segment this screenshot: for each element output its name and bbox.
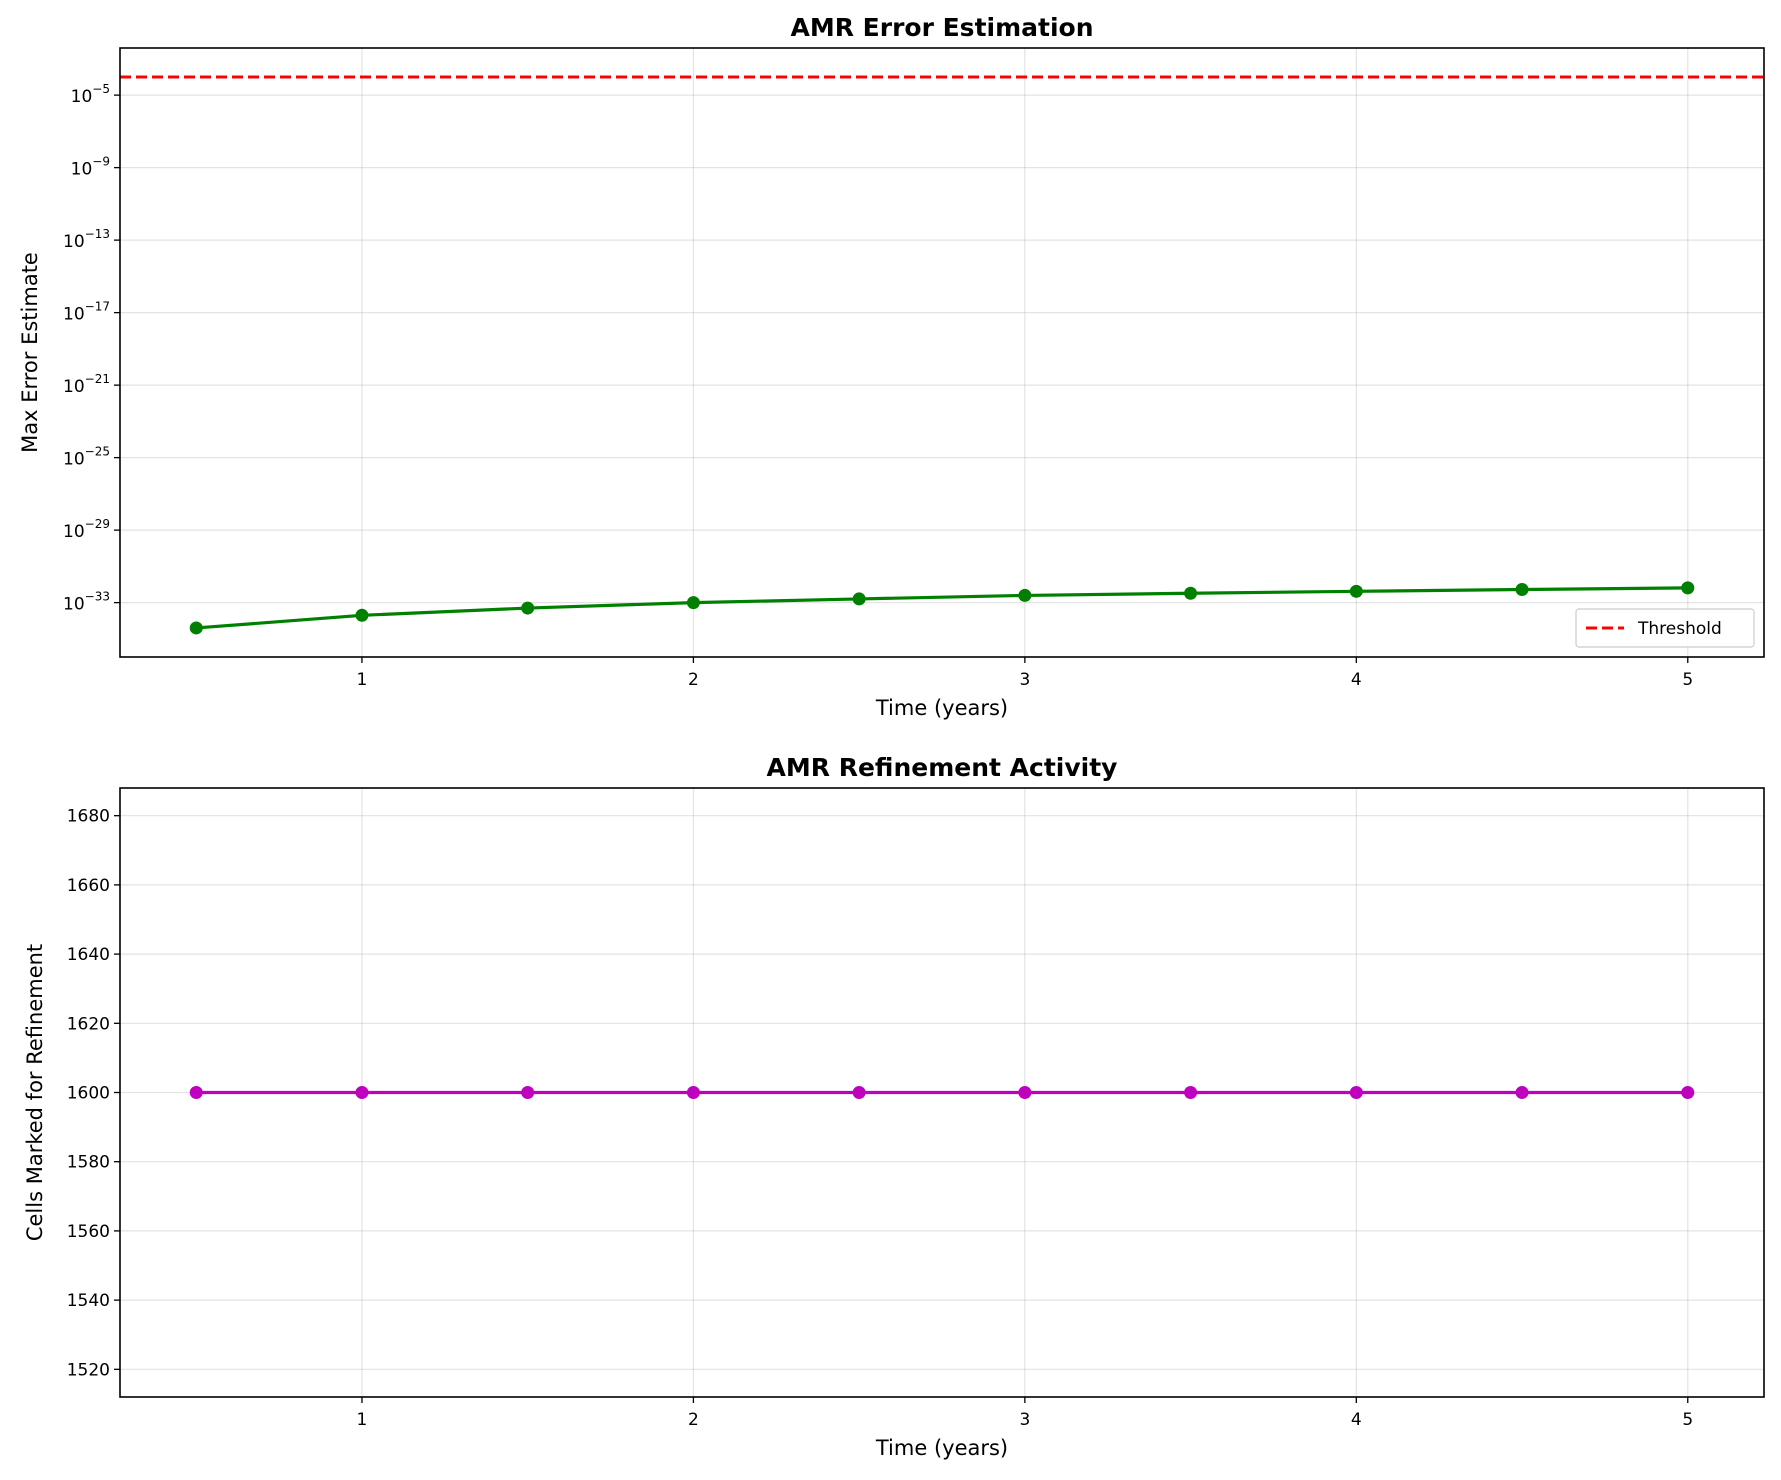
error-x-axis-label: Time (years) [875,696,1008,720]
data-point [1018,1086,1032,1099]
x-tick-label: 3 [1019,1410,1030,1430]
y-tick-exponent: −5 [92,82,110,96]
error-plot-area [120,75,1764,635]
refinement-x-ticks: 1 2 3 4 5 [357,1397,1693,1430]
y-tick-label: 1620 [67,1014,110,1034]
y-tick-base: 10 [71,87,93,107]
data-point [355,608,369,622]
legend-box [1575,608,1755,648]
y-tick-base: 10 [71,160,93,180]
x-tick-label: 5 [1682,1410,1693,1430]
y-tick-label: 10−9 [71,155,110,180]
y-tick-label: 10−21 [63,372,110,397]
y-tick-exponent: −9 [92,155,110,169]
y-tick-label: 10−5 [71,82,110,107]
data-point [1184,1086,1198,1099]
data-point [1681,1086,1695,1099]
y-tick-base: 10 [63,522,85,542]
y-tick-exponent: −25 [85,445,110,459]
x-tick-label: 2 [688,670,699,690]
y-tick-base: 10 [63,232,85,252]
x-tick-label: 1 [357,670,368,690]
y-tick-label: 1680 [67,807,110,827]
data-point [852,1086,866,1099]
data-point [1349,1086,1363,1099]
refinement-chart-title: AMR Refinement Activity [767,753,1118,782]
y-tick-label: 10−17 [63,300,110,325]
y-tick-exponent: −33 [85,590,110,604]
y-tick-exponent: −29 [85,517,110,531]
x-tick-label: 4 [1351,670,1362,690]
data-point [355,1086,369,1099]
error-legend: Threshold [1575,608,1755,648]
error-x-ticks: 1 2 3 4 5 [357,657,1693,690]
data-point [521,601,535,615]
y-tick-base: 10 [63,595,85,615]
refinement-plot-area [189,1086,1695,1099]
y-tick-label: 1560 [67,1222,110,1242]
data-point [1681,581,1695,595]
data-point [1515,1086,1529,1099]
y-tick-exponent: −17 [85,300,110,314]
x-tick-label: 1 [357,1410,368,1430]
legend-threshold-label: Threshold [1637,619,1722,639]
data-point [686,596,700,610]
data-point [1515,582,1529,596]
y-tick-label: 1660 [67,876,110,896]
refinement-y-ticks: 1520 1540 1560 1580 1600 1620 1640 1660 1680 [67,807,120,1380]
data-point [1184,586,1198,600]
y-tick-exponent: −21 [85,372,110,386]
x-tick-label: 4 [1351,1410,1362,1430]
error-chart-title: AMR Error Estimation [790,13,1093,42]
x-tick-label: 2 [688,1410,699,1430]
y-tick-label: 10−25 [63,445,110,470]
y-tick-label: 1580 [67,1153,110,1173]
data-point [521,1086,535,1099]
data-point [1018,588,1032,602]
series-line [196,586,1688,630]
y-tick-label: 1520 [67,1360,110,1380]
y-tick-label: 10−33 [63,590,110,615]
error-y-axis-label: Max Error Estimate [18,252,42,453]
data-point [189,621,203,635]
y-tick-label: 1640 [67,945,110,965]
y-tick-label: 10−29 [63,517,110,542]
data-point [189,1086,203,1099]
x-tick-label: 5 [1682,670,1693,690]
refinement-x-axis-label: Time (years) [875,1436,1008,1460]
refinement-grid [120,788,1764,1397]
y-tick-base: 10 [63,305,85,325]
y-tick-base: 10 [63,450,85,470]
y-tick-label: 1540 [67,1291,110,1311]
data-point [852,592,866,606]
data-point [1349,584,1363,598]
y-tick-label: 10−13 [63,227,110,252]
data-point [686,1086,700,1099]
y-tick-label: 1600 [67,1084,110,1104]
refinement-activity-axes: 1 2 3 4 5 1520 1540 1560 1580 1600 1620 1640 1660 16… [23,753,1765,1460]
error-axes-frame [119,47,1765,658]
refinement-y-axis-label: Cells Marked for Refinement [23,944,47,1241]
y-tick-exponent: −13 [85,227,110,241]
y-tick-base: 10 [63,377,85,397]
error-grid [120,48,1764,657]
x-tick-label: 3 [1019,670,1030,690]
